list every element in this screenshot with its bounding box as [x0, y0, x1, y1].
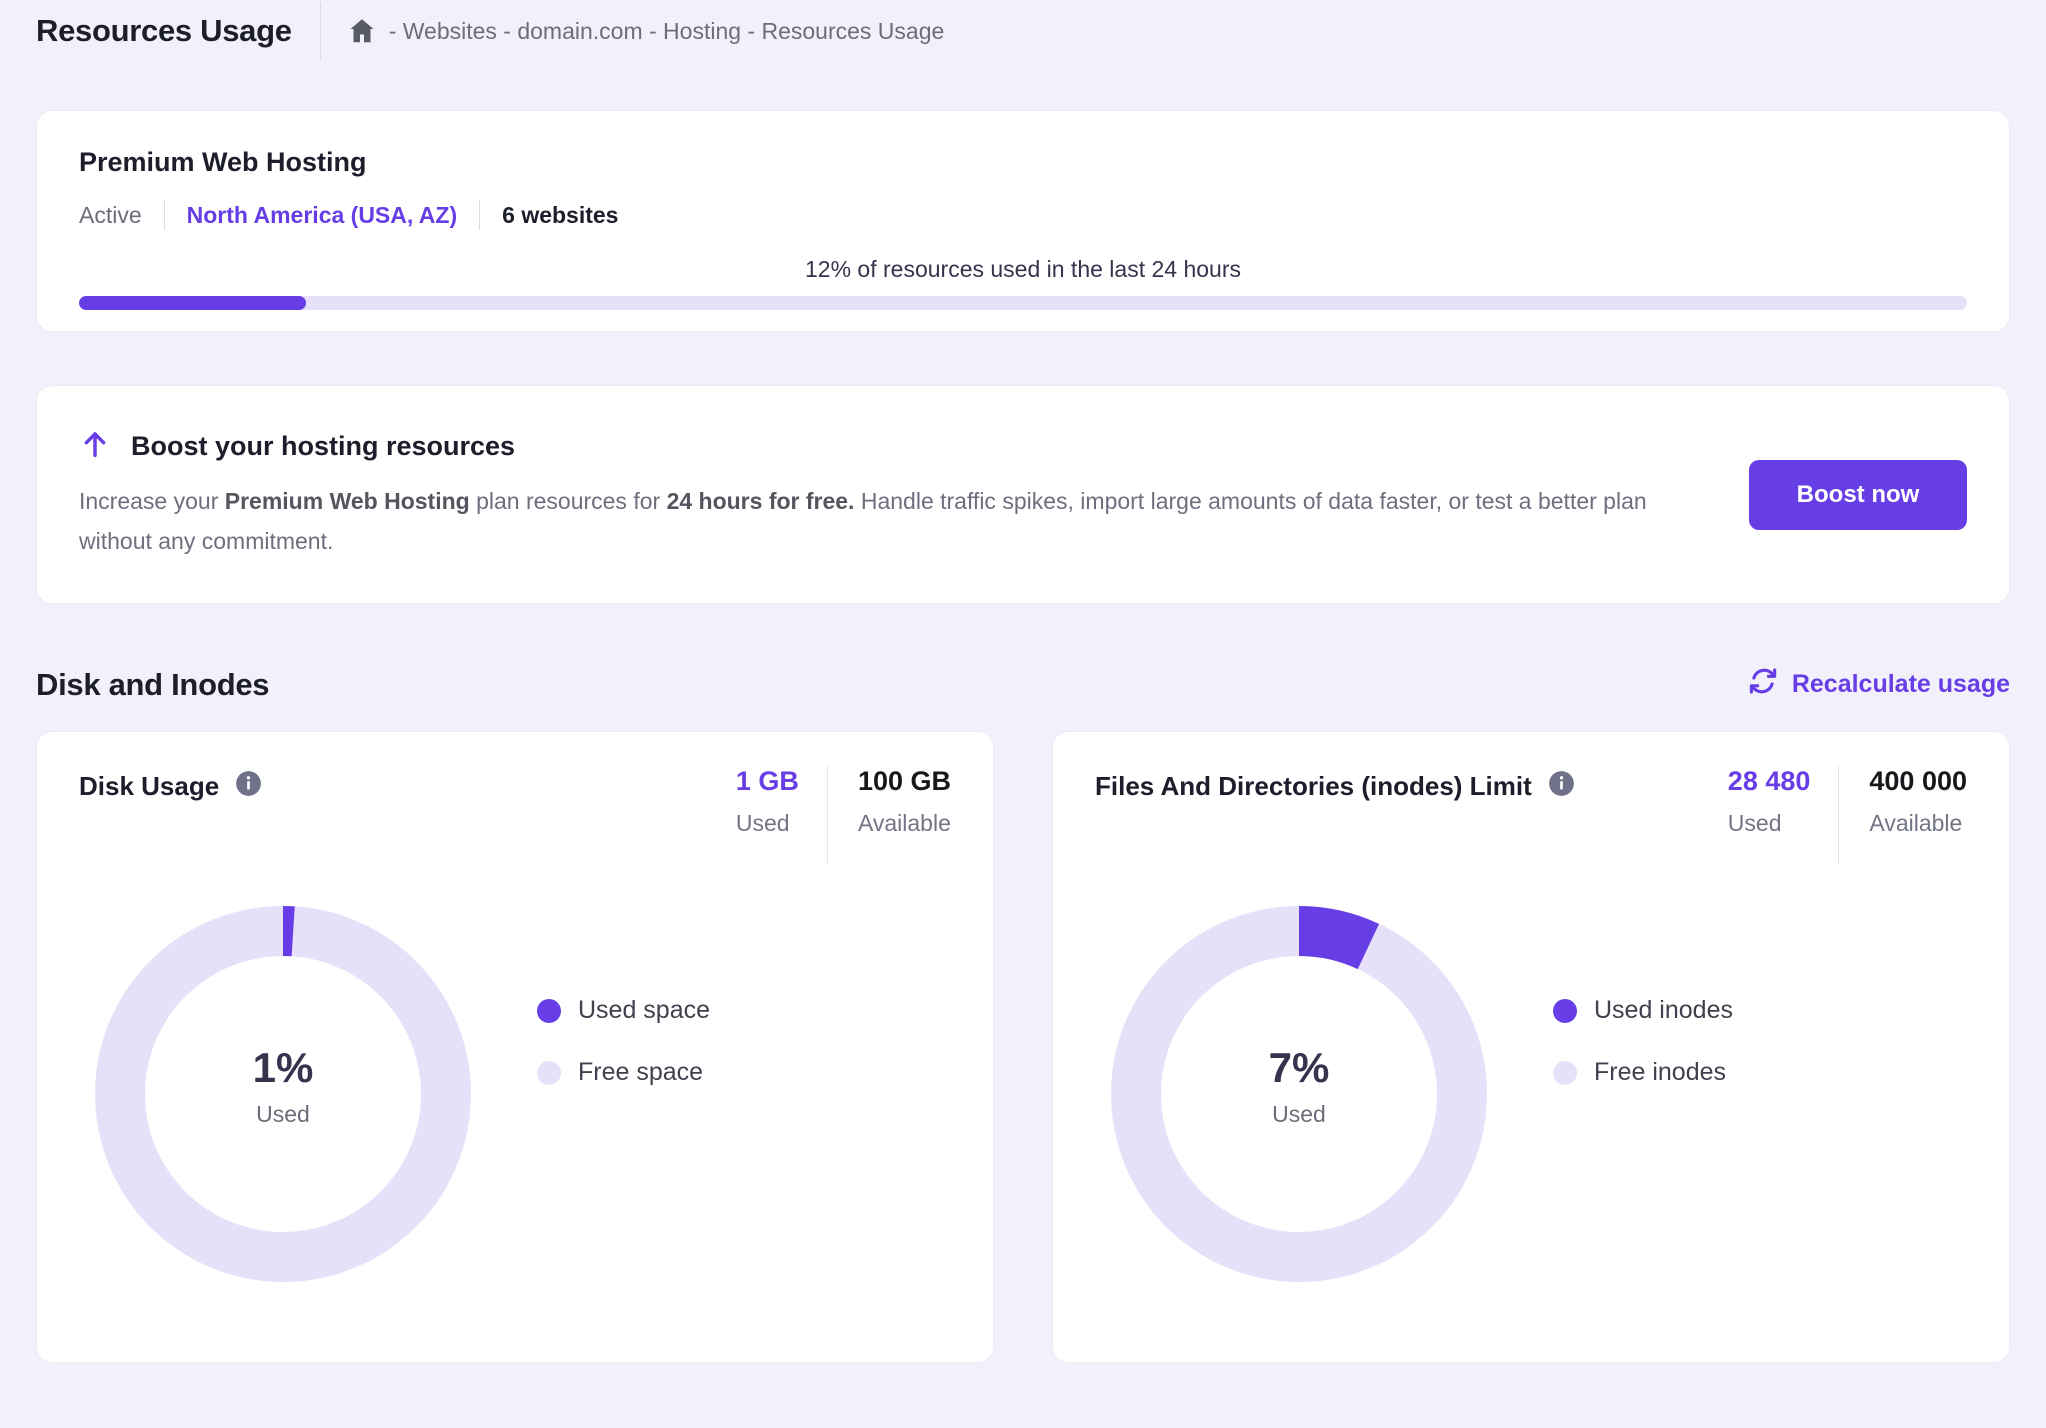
disk-usage-donut-chart: 1% Used — [95, 906, 471, 1282]
meta-separator — [479, 200, 481, 230]
disk-available-value: 100 GB — [857, 766, 951, 796]
plan-name: Premium Web Hosting — [79, 147, 367, 177]
home-icon[interactable] — [347, 16, 377, 46]
recalculate-usage-link[interactable]: Recalculate usage — [1748, 666, 2010, 703]
usage-panels: Disk Usage 1 GB Used — [36, 731, 2010, 1363]
section-title: Disk and Inodes — [36, 666, 270, 702]
disk-usage-card: Disk Usage 1 GB Used — [36, 731, 994, 1363]
disk-used-value: 1 GB — [735, 766, 799, 796]
used-inodes-dot-icon — [1553, 998, 1577, 1023]
inodes-limit-card: Files And Directories (inodes) Limit 28 … — [1052, 731, 2010, 1363]
free-space-dot-icon — [537, 1060, 561, 1085]
boost-content: Boost your hosting resources Increase yo… — [79, 428, 1693, 561]
inodes-used-value: 28 480 — [1727, 766, 1811, 796]
values-divider — [1838, 766, 1840, 864]
inodes-used-label: Used — [1727, 810, 1782, 836]
disk-available-label: Available — [857, 810, 951, 836]
legend-item-used-space: Used space — [537, 996, 710, 1025]
info-icon[interactable] — [1548, 770, 1575, 802]
plan-region-link[interactable]: North America (USA, AZ) — [186, 201, 458, 228]
arrow-up-icon — [79, 428, 111, 465]
breadcrumb: - Websites - domain.com - Hosting - Reso… — [347, 16, 945, 46]
free-inodes-dot-icon — [1553, 1060, 1577, 1085]
inodes-available-value: 400 000 — [1869, 766, 1967, 796]
inodes-limit-title: Files And Directories (inodes) Limit — [1095, 770, 1532, 801]
legend-item-used-inodes: Used inodes — [1553, 996, 1733, 1025]
disk-inodes-section-header: Disk and Inodes Recalculate usage — [36, 666, 2010, 703]
inodes-legend: Used inodes Free inodes — [1553, 996, 1733, 1282]
boost-now-button[interactable]: Boost now — [1749, 459, 1967, 530]
inodes-available-label: Available — [1869, 810, 1963, 836]
meta-separator — [163, 200, 165, 230]
breadcrumb-text: - Websites - domain.com - Hosting - Reso… — [388, 17, 945, 44]
plan-card: Premium Web Hosting Active North America… — [36, 110, 2010, 332]
used-space-dot-icon — [537, 998, 561, 1023]
legend-item-free-inodes: Free inodes — [1553, 1058, 1733, 1087]
inodes-values: 28 480 Used 400 000 Available — [1728, 766, 1967, 864]
disk-usage-title: Disk Usage — [79, 770, 220, 801]
boost-card: Boost your hosting resources Increase yo… — [36, 385, 2010, 604]
boost-description: Increase your Premium Web Hosting plan r… — [79, 488, 1647, 554]
refresh-icon — [1748, 666, 1778, 703]
usage-progress-track — [79, 296, 1967, 310]
header-divider — [319, 2, 321, 60]
boost-title: Boost your hosting resources — [131, 431, 516, 461]
plan-meta-row: Active North America (USA, AZ) 6 website… — [79, 199, 1967, 231]
usage-progress-fill — [79, 296, 306, 310]
inodes-donut-chart: 7% Used — [1111, 906, 1487, 1282]
info-icon[interactable] — [235, 770, 262, 802]
page-title: Resources Usage — [36, 13, 292, 48]
disk-used-label: Used — [735, 810, 790, 836]
disk-usage-legend: Used space Free space — [537, 996, 710, 1282]
legend-item-free-space: Free space — [537, 1058, 710, 1087]
disk-usage-values: 1 GB Used 100 GB Available — [736, 766, 951, 864]
page-header: Resources Usage - Websites - domain.com … — [36, 0, 2010, 62]
plan-websites-count: 6 websites — [502, 201, 619, 228]
values-divider — [826, 766, 828, 864]
recalculate-usage-label: Recalculate usage — [1791, 670, 2010, 698]
plan-status: Active — [79, 201, 142, 228]
usage-percent-text: 12% of resources used in the last 24 hou… — [805, 256, 1241, 282]
